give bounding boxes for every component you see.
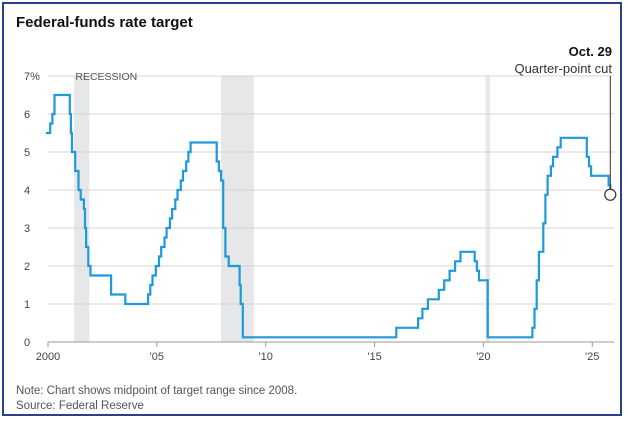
x-axis-ticks: 2000 '05 '10 '15 '20 '25: [36, 342, 599, 363]
y-tick-label-5: 5: [24, 147, 30, 159]
source-text: Source: Federal Reserve: [16, 400, 144, 412]
note-text: Note: Chart shows midpoint of target ran…: [16, 385, 298, 397]
y-tick-label-0: 0: [24, 337, 30, 349]
x-tick-label-2010: '10: [259, 351, 273, 363]
y-axis-ticks: 0 1 2 3 4 5 6 7%: [24, 71, 40, 349]
y-tick-label-4: 4: [24, 185, 30, 197]
recession-band-0: [74, 76, 90, 342]
recession-label: RECESSION: [75, 71, 137, 83]
y-tick-label-2: 2: [24, 261, 30, 273]
x-tick-label-2020: '20: [476, 351, 490, 363]
x-tick-label-2025: '25: [585, 351, 599, 363]
y-tick-label-1: 1: [24, 299, 30, 311]
rate-series-line: [45, 93, 612, 339]
y-tick-label-3: 3: [24, 223, 30, 235]
chart-frame: Federal-funds rate target 0 1 2 3 4 5 6 7% 2000…: [2, 2, 622, 416]
gridlines: [48, 75, 614, 305]
annotation-marker: [604, 188, 617, 201]
y-tick-label-6: 6: [24, 109, 30, 121]
chart-footnote: Note: Chart shows midpoint of target ran…: [16, 384, 297, 414]
annotation-date: Oct. 29: [569, 44, 612, 59]
recession-bands: [74, 76, 490, 342]
annotation-text: Quarter-point cut: [514, 61, 612, 76]
x-tick-label-2000: 2000: [36, 351, 60, 363]
x-tick-label-2005: '05: [150, 351, 164, 363]
recession-band-2: [485, 76, 490, 342]
chart-title: Federal-funds rate target: [16, 14, 193, 31]
recession-band-1: [221, 76, 254, 342]
x-tick-label-2015: '15: [367, 351, 381, 363]
y-tick-label-7: 7%: [24, 71, 40, 83]
